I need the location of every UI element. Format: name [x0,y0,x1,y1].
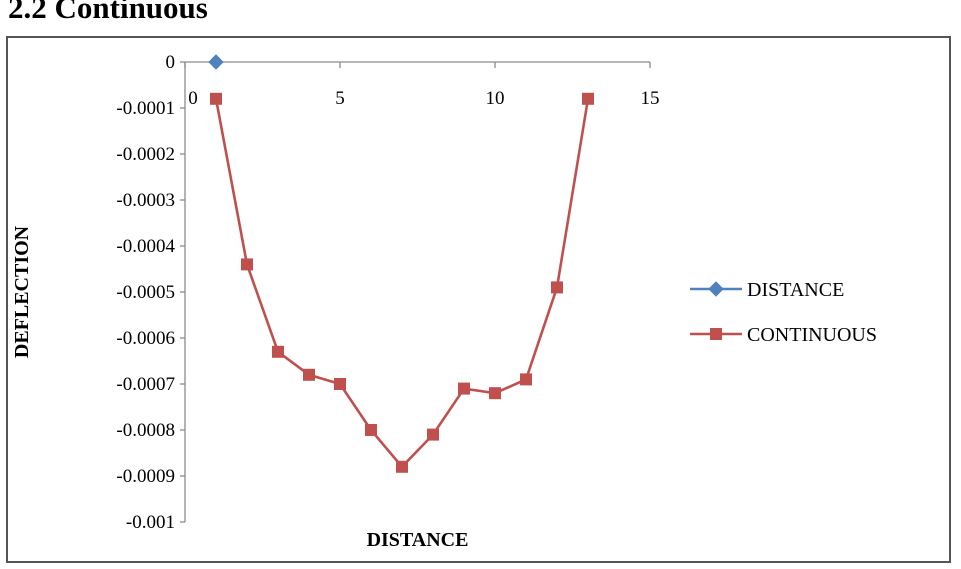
series-marker-continuous [365,424,377,436]
section-title: 2.2 Continuous [8,0,208,25]
y-tick-label: -0.0004 [116,236,175,257]
chart-canvas: 0 -0.0001 -0.0002 -0.0003 -0.0004 -0.0005 -0.0… [11,52,877,551]
series-marker-continuous [427,428,439,441]
series-marker-continuous [582,92,594,105]
y-tick-label: -0.0009 [116,466,175,487]
series-marker-continuous [520,373,532,386]
y-tick-label: -0.0003 [116,190,175,211]
x-tick-label: 10 [486,88,505,109]
series-marker-continuous [396,460,408,473]
y-tick-label: -0.0001 [116,98,175,119]
series-marker-continuous [458,382,470,395]
y-tick-label: -0.0008 [116,420,175,441]
x-axis-title: DISTANCE [367,529,469,551]
series-marker-continuous [272,345,284,358]
y-tick-label: -0.0002 [116,144,175,165]
series-marker-continuous [210,92,222,105]
legend-label: DISTANCE [747,279,844,301]
y-tick-label: 0 [166,52,176,73]
y-tick-label: -0.001 [126,512,175,533]
y-axis-title: DEFLECTION [11,225,33,358]
x-tick-label: 0 [188,88,198,109]
legend-marker [710,328,722,340]
chart-frame: 0 -0.0001 -0.0002 -0.0003 -0.0004 -0.0005 -0.0… [6,36,951,563]
y-tick-label: -0.0005 [116,282,175,303]
x-tick-label: 5 [335,88,345,109]
x-tick-label: 15 [641,88,660,109]
series-marker-continuous [241,258,253,271]
y-tick-label: -0.0006 [116,328,175,349]
series-marker-continuous [551,281,563,294]
series-line-continuous [214,98,590,469]
series-marker-continuous [334,378,346,390]
series-marker-continuous [303,368,315,381]
series-marker-distance [208,54,224,70]
series-marker-continuous [489,387,501,400]
y-tick-label: -0.0007 [116,374,175,395]
legend-label: CONTINUOUS [747,324,877,346]
legend-marker [708,281,724,297]
